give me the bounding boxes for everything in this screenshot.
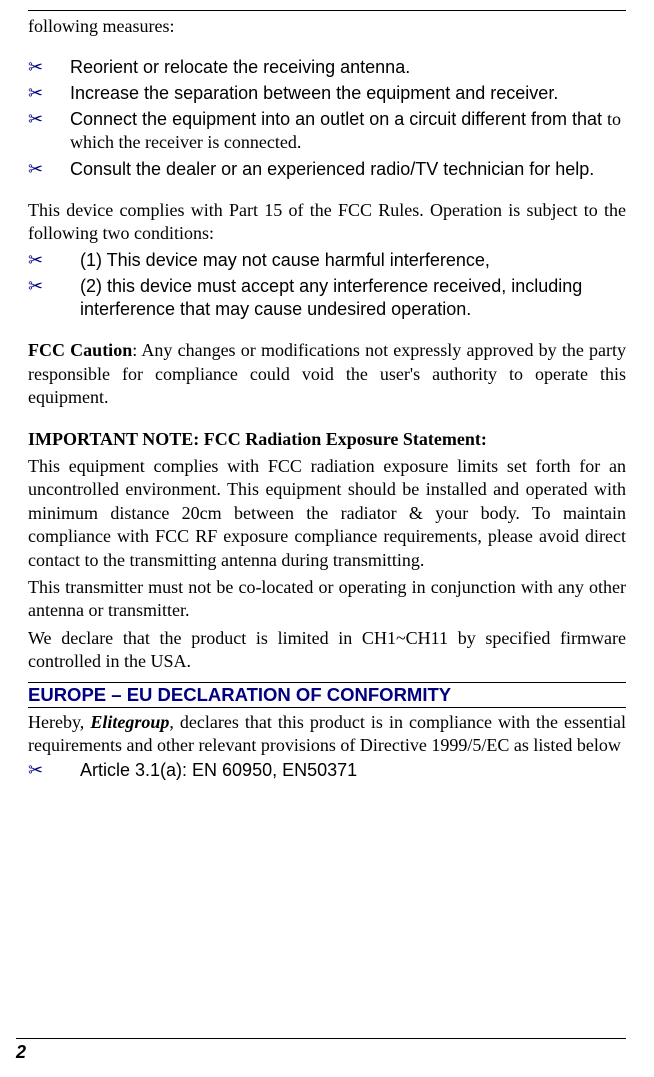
list-item-text: Consult the dealer or an experienced rad… — [70, 158, 626, 181]
list-item-text: Reorient or relocate the receiving anten… — [70, 56, 626, 79]
measures-list: ✂ Reorient or relocate the receiving ant… — [28, 56, 626, 180]
eu-section-header: EUROPE – EU DECLARATION OF CONFORMITY — [28, 682, 626, 708]
bullet-icon: ✂ — [28, 82, 70, 104]
list-item-text: (2) this device must accept any interfer… — [70, 275, 626, 321]
fcc-caution-label: FCC Caution — [28, 340, 132, 360]
bullet-icon: ✂ — [28, 759, 70, 781]
intro-line: following measures: — [28, 15, 626, 38]
conditions-list: ✂ (1) This device may not cause harmful … — [28, 249, 626, 321]
list-item-text: Article 3.1(a): EN 60950, EN50371 — [70, 759, 626, 782]
fcc-caution-paragraph: FCC Caution: Any changes or modification… — [28, 339, 626, 409]
eu-brand-name: Elitegroup — [90, 712, 169, 732]
eu-intro-paragraph: Hereby, Elitegroup, declares that this p… — [28, 711, 626, 758]
bullet-icon: ✂ — [28, 158, 70, 180]
page-number: 2 — [16, 1042, 26, 1063]
list-item: ✂ Increase the separation between the eq… — [28, 82, 626, 105]
bullet-icon: ✂ — [28, 275, 70, 297]
list-item: ✂ Article 3.1(a): EN 60950, EN50371 — [28, 759, 626, 782]
radiation-para-1: This equipment complies with FCC radiati… — [28, 455, 626, 572]
eu-articles-list: ✂ Article 3.1(a): EN 60950, EN50371 — [28, 759, 626, 782]
radiation-para-2: This transmitter must not be co-located … — [28, 576, 626, 623]
bullet-icon: ✂ — [28, 249, 70, 271]
list-item: ✂ Reorient or relocate the receiving ant… — [28, 56, 626, 79]
list-item-text: (1) This device may not cause harmful in… — [70, 249, 626, 272]
radiation-para-3: We declare that the product is limited i… — [28, 627, 626, 674]
list-item-text: Connect the equipment into an outlet on … — [70, 108, 626, 154]
bullet-icon: ✂ — [28, 56, 70, 78]
footer-rule — [16, 1038, 626, 1039]
bullet-icon: ✂ — [28, 108, 70, 130]
compliance-intro: This device complies with Part 15 of the… — [28, 199, 626, 246]
list-item: ✂ (1) This device may not cause harmful … — [28, 249, 626, 272]
list-item: ✂ Connect the equipment into an outlet o… — [28, 108, 626, 154]
important-note-heading: IMPORTANT NOTE: FCC Radiation Exposure S… — [28, 428, 626, 451]
eu-intro-prefix: Hereby, — [28, 712, 90, 732]
list-item-text: Increase the separation between the equi… — [70, 82, 626, 105]
list-item: ✂ (2) this device must accept any interf… — [28, 275, 626, 321]
list-item: ✂ Consult the dealer or an experienced r… — [28, 158, 626, 181]
